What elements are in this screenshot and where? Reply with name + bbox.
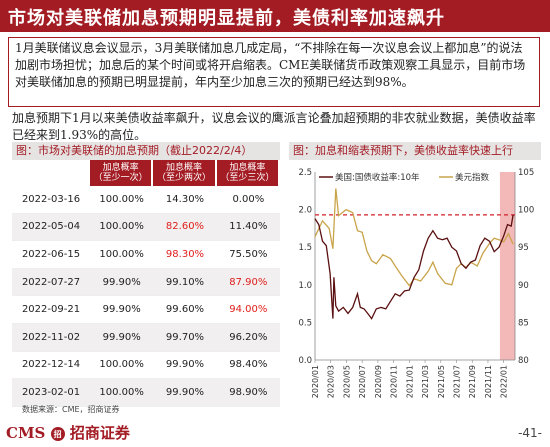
x-tick-label: 2020/09 [374,365,383,398]
table-cell-date: 2022-11-02 [12,323,90,352]
table-row: 2022-11-02 99.90% 99.70% 96.20% [12,323,280,352]
x-tick-label: 2021/01 [405,365,414,398]
table-cell-v3: 96.20% [216,323,280,352]
table-cell-v2: 99.70% [153,323,217,352]
right-tick-label: 95 [518,243,529,253]
x-tick-label: 2020/11 [390,365,399,398]
table-title: 图：市场对美联储的加息预期（截止2022/2/4） [12,142,280,160]
table-cell-v1: 100.00% [90,241,154,269]
x-tick-label: 2020/05 [342,365,351,398]
table-cell-date: 2022-09-21 [12,296,90,324]
table-row: 2022-03-16 100.00% 14.30% 0.00% [12,186,280,214]
legend-label-dxy: 美元指数 [455,172,490,183]
left-tick-label: 0.5 [298,318,312,328]
x-tick-label: 2020/07 [358,365,367,398]
table-cell-date: 2023-02-01 [12,379,90,407]
table-cell-v2: 14.30% [153,186,217,214]
x-tick-label: 2020/03 [327,365,336,398]
table-cell-date: 2022-03-16 [12,186,90,214]
table-row: 2022-05-04 100.00% 82.60% 11.40% [12,213,280,242]
highlight-band [499,172,515,360]
legend-label-yield: 美国:国债收益率:10年 [335,172,420,183]
table-cell-v1: 100.00% [90,352,154,380]
summary-box: 1月美联储议息会议显示，3月美联储加息几成定局，“不排除在每一次议息会议上都加息… [8,37,540,107]
right-tick-label: 85 [518,318,529,328]
table-header-at-least-one: 加息概率 （至少一次） [90,160,154,186]
logo-cn: 招商证券 [69,424,130,442]
table-cell-v2: 99.10% [153,268,217,297]
table-row: 2023-02-01 100.00% 99.90% 98.90% [12,379,280,407]
right-tick-label: 90 [518,281,529,291]
table-row: 2022-06-15 100.00% 98.30% 75.50% [12,241,280,269]
x-tick-label: 2021/05 [437,365,446,398]
cms-logo: CMS 招 招商证券 [6,422,130,443]
page-number: -41- [518,426,542,440]
table-cell-v1: 99.90% [90,268,154,297]
table-cell-v3: 0.00% [216,186,280,214]
table-cell-v1: 100.00% [90,213,154,242]
table-cell-v2: 99.90% [153,352,217,380]
title-bar: 市场对美联储加息预期明显提前，美债利率加速飙升 [0,0,550,32]
table-cell-v2: 99.90% [153,379,217,407]
table-cell-v3: 87.90% [216,268,280,297]
left-tick-label: 0.0 [298,356,312,366]
right-tick-label: 100 [518,206,534,216]
table-cell-v3: 75.50% [216,241,280,269]
table-row: 2022-09-21 99.90% 99.60% 94.00% [12,296,280,324]
summary-paragraph-2: 加息预期下1月以来美债收益率飙升，议息会议的鹰派言论叠加超预期的非农就业数据，美… [12,111,536,142]
table-cell-date: 2022-12-14 [12,352,90,380]
chart-title: 图：加息和缩表预期下，美债收益率快速上行 [289,142,541,160]
table-cell-v1: 100.00% [90,186,154,214]
data-source: 数据来源：CME，招商证券 [22,405,120,414]
left-tick-label: 2.0 [298,206,312,216]
yield-dxy-chart: 0.0 0.5 1.0 1.5 2.0 2.5 80 85 90 95 100 105 2020/01 2… [298,168,534,398]
x-tick-label: 2021/11 [484,365,493,398]
table-cell-v2: 82.60% [153,213,217,242]
table-row: 2022-12-14 100.00% 99.90% 98.40% [12,352,280,380]
table-cell-date: 2022-07-27 [12,268,90,297]
table-cell-v3: 98.90% [216,379,280,407]
table-cell-v2: 98.30% [153,241,217,269]
left-tick-label: 2.5 [298,168,312,178]
rate-hike-probability-table: 加息概率 （至少一次） 加息概率 （至少两次） 加息概率 （至少三次） 2022-03… [12,160,280,407]
table-header-at-least-three: 加息概率 （至少三次） [216,160,280,186]
table-cell-date: 2022-05-04 [12,213,90,242]
table-cell-v2: 99.60% [153,296,217,324]
table-header-at-least-two: 加息概率 （至少两次） [153,160,217,186]
logo-mark-icon: 招 [50,427,65,441]
logo-text: CMS [6,424,46,442]
table-cell-v3: 11.40% [216,213,280,242]
x-tick-label: 2021/07 [453,365,462,398]
table-header-row: 加息概率 （至少一次） 加息概率 （至少两次） 加息概率 （至少三次） [12,160,280,186]
table-cell-date: 2022-06-15 [12,241,90,269]
x-tick-label: 2022/01 [500,365,509,398]
left-tick-label: 1.5 [298,243,312,253]
right-tick-label: 105 [518,168,534,178]
table-cell-v3: 94.00% [216,296,280,324]
left-tick-label: 1.0 [298,281,312,291]
x-tick-label: 2021/03 [421,365,430,398]
table-header-date [12,160,90,186]
table-cell-v1: 100.00% [90,379,154,407]
x-tick-label: 2021/09 [468,365,477,398]
table-row: 2022-07-27 99.90% 99.10% 87.90% [12,268,280,297]
table-cell-v1: 99.90% [90,323,154,352]
series-line-dxy [314,188,514,287]
x-tick-label: 2020/01 [311,365,320,398]
series-line-yield [314,214,514,320]
table-cell-v3: 98.40% [216,352,280,380]
right-tick-label: 80 [518,356,529,366]
page-title: 市场对美联储加息预期明显提前，美债利率加速飙升 [8,8,445,29]
table-cell-v1: 99.90% [90,296,154,324]
summary-paragraph-1: 1月美联储议息会议显示，3月美联储加息几成定局，“不排除在每一次议息会议上都加息… [15,41,526,89]
